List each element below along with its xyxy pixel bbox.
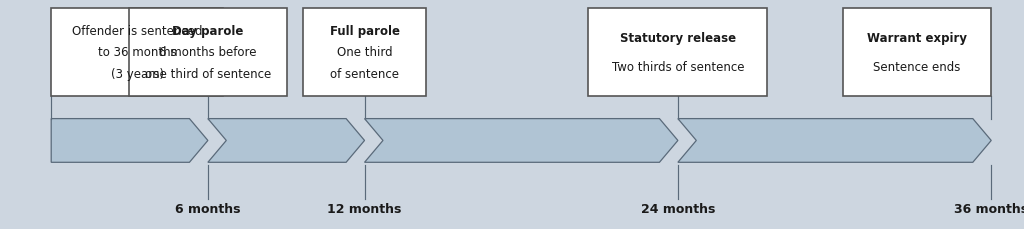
Text: (3 years): (3 years) xyxy=(111,68,164,81)
Text: Sentence ends: Sentence ends xyxy=(873,61,961,74)
FancyBboxPatch shape xyxy=(588,9,767,96)
Text: 24 months: 24 months xyxy=(641,202,715,215)
Polygon shape xyxy=(678,119,991,163)
Polygon shape xyxy=(365,119,678,163)
Text: Statutory release: Statutory release xyxy=(620,32,736,45)
Text: Two thirds of sentence: Two thirds of sentence xyxy=(611,61,744,74)
Text: 6 months before: 6 months before xyxy=(159,46,257,59)
Text: Day parole: Day parole xyxy=(172,25,244,37)
Text: Warrant expiry: Warrant expiry xyxy=(867,32,967,45)
Text: 6 months: 6 months xyxy=(175,202,241,215)
Text: One third: One third xyxy=(337,46,392,59)
Text: Full parole: Full parole xyxy=(330,25,399,37)
Polygon shape xyxy=(51,119,208,163)
Text: to 36 months: to 36 months xyxy=(98,46,176,59)
Text: 36 months: 36 months xyxy=(954,202,1024,215)
FancyBboxPatch shape xyxy=(843,9,991,96)
Text: Offender is sentenced: Offender is sentenced xyxy=(72,25,203,37)
Text: 12 months: 12 months xyxy=(328,202,401,215)
Polygon shape xyxy=(208,119,365,163)
FancyBboxPatch shape xyxy=(303,9,426,96)
FancyBboxPatch shape xyxy=(51,9,223,96)
Text: of sentence: of sentence xyxy=(330,68,399,81)
FancyBboxPatch shape xyxy=(128,9,287,96)
Text: one third of sentence: one third of sentence xyxy=(144,68,271,81)
